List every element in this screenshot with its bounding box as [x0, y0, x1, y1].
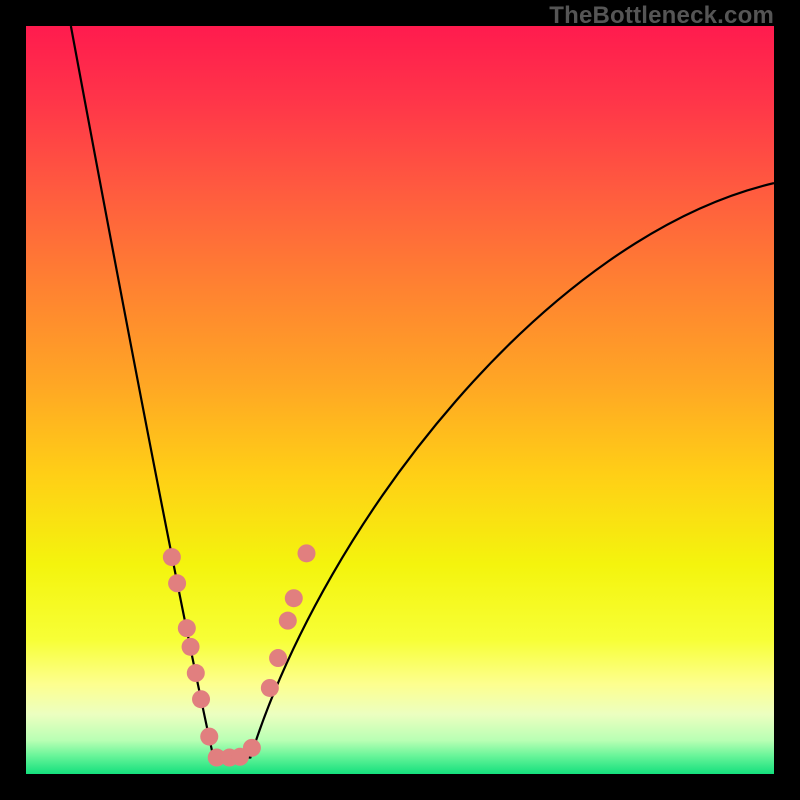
marker-point — [279, 612, 297, 630]
marker-point — [200, 728, 218, 746]
curve-layer — [26, 26, 774, 774]
marker-point — [187, 664, 205, 682]
marker-point — [163, 548, 181, 566]
plot-area — [26, 26, 774, 774]
marker-point — [243, 739, 261, 757]
marker-point — [178, 619, 196, 637]
marker-point — [298, 544, 316, 562]
marker-point — [285, 589, 303, 607]
markers-group — [163, 544, 316, 766]
marker-point — [182, 638, 200, 656]
marker-point — [192, 690, 210, 708]
marker-point — [168, 574, 186, 592]
bottleneck-curve — [71, 26, 774, 758]
marker-point — [261, 679, 279, 697]
chart-frame: TheBottleneck.com — [0, 0, 800, 800]
marker-point — [269, 649, 287, 667]
watermark-text: TheBottleneck.com — [549, 2, 774, 30]
